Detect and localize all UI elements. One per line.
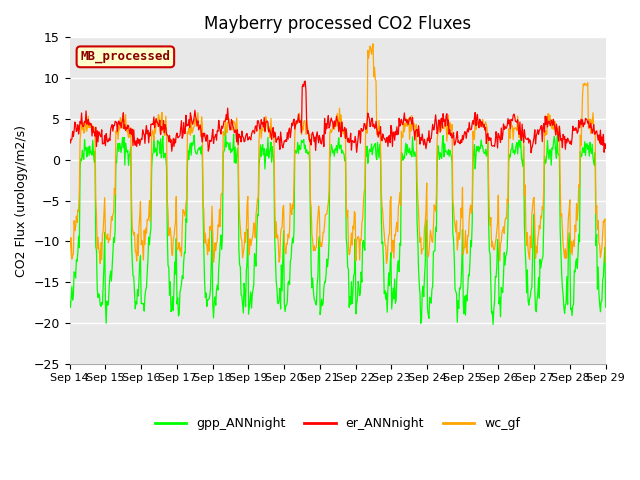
Line: er_ANNnight: er_ANNnight bbox=[70, 81, 605, 153]
wc_gf bbox=[76, 187, 83, 193]
gpp_ANNnight bbox=[489, 322, 497, 327]
er_ANNnight bbox=[213, 128, 221, 133]
wc_gf bbox=[369, 41, 377, 47]
er_ANNnight bbox=[301, 78, 309, 84]
wc_gf bbox=[186, 128, 193, 134]
er_ANNnight bbox=[527, 150, 535, 156]
er_ANNnight bbox=[66, 135, 74, 141]
gpp_ANNnight bbox=[403, 142, 411, 148]
gpp_ANNnight bbox=[213, 282, 221, 288]
Y-axis label: CO2 Flux (urology/m2/s): CO2 Flux (urology/m2/s) bbox=[15, 124, 28, 276]
gpp_ANNnight bbox=[221, 124, 229, 130]
gpp_ANNnight bbox=[76, 245, 83, 251]
er_ANNnight bbox=[602, 145, 609, 151]
wc_gf bbox=[131, 249, 139, 254]
er_ANNnight bbox=[403, 117, 411, 123]
wc_gf bbox=[420, 246, 428, 252]
gpp_ANNnight bbox=[185, 157, 193, 163]
gpp_ANNnight bbox=[66, 299, 74, 305]
er_ANNnight bbox=[185, 117, 193, 122]
gpp_ANNnight bbox=[419, 283, 427, 289]
wc_gf bbox=[97, 261, 104, 266]
wc_gf bbox=[404, 118, 412, 123]
Text: MB_processed: MB_processed bbox=[81, 50, 170, 63]
Line: wc_gf: wc_gf bbox=[70, 44, 605, 264]
Line: gpp_ANNnight: gpp_ANNnight bbox=[70, 127, 605, 324]
er_ANNnight bbox=[131, 139, 138, 145]
er_ANNnight bbox=[76, 126, 83, 132]
gpp_ANNnight bbox=[131, 290, 138, 296]
wc_gf bbox=[214, 222, 222, 228]
gpp_ANNnight bbox=[602, 304, 609, 310]
Legend: gpp_ANNnight, er_ANNnight, wc_gf: gpp_ANNnight, er_ANNnight, wc_gf bbox=[150, 412, 525, 435]
wc_gf bbox=[66, 252, 74, 258]
wc_gf bbox=[602, 259, 609, 265]
er_ANNnight bbox=[419, 138, 427, 144]
Title: Mayberry processed CO2 Fluxes: Mayberry processed CO2 Fluxes bbox=[204, 15, 471, 33]
